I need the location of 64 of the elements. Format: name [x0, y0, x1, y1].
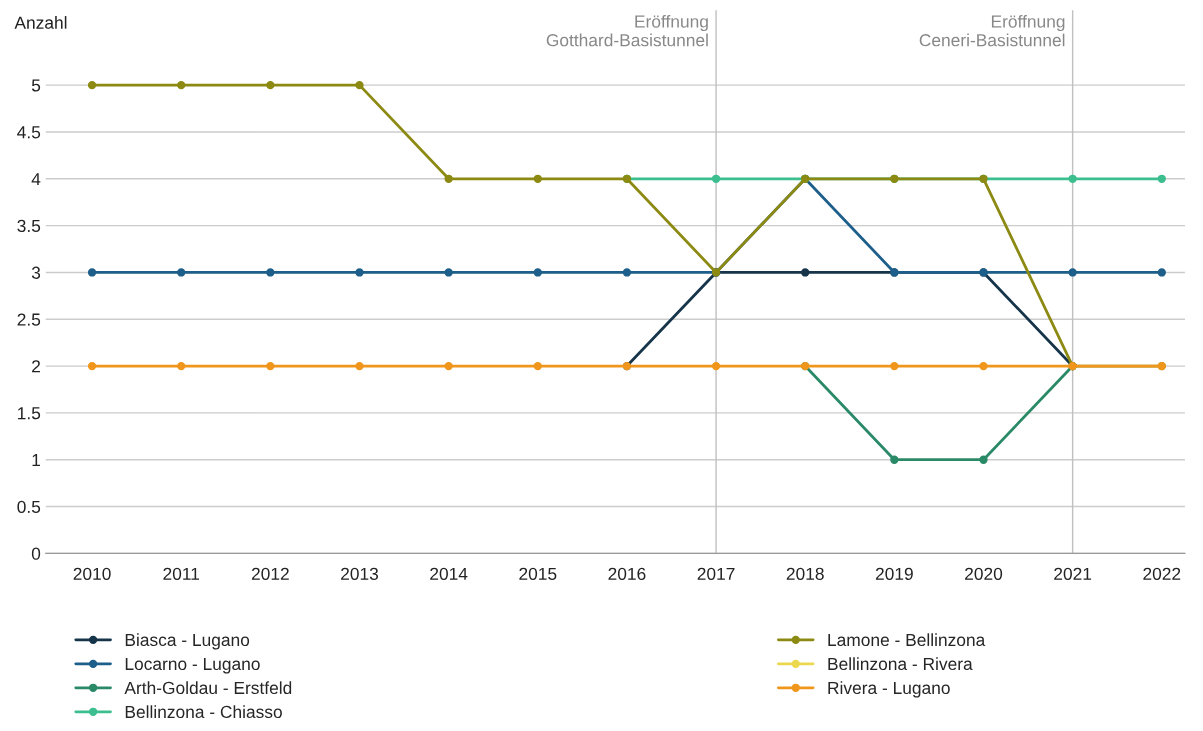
- x-tick-label: 2022: [1143, 567, 1181, 581]
- point: [1157, 268, 1166, 277]
- point: [177, 268, 186, 277]
- point: [87, 268, 97, 277]
- x-tick-label: 2011: [163, 567, 200, 581]
- legend-label: Biasca - Lugano: [125, 633, 250, 650]
- ref-line-label: Eröffnung Ceneri-Basistunnel: [919, 14, 1065, 47]
- point: [979, 361, 988, 371]
- point: [533, 174, 542, 183]
- point: [890, 455, 899, 464]
- x-tick-label: 2017: [697, 567, 735, 581]
- point: [355, 268, 364, 277]
- x-tick-label: 2014: [430, 567, 468, 581]
- legend-label: Arth-Goldau - Erstfeld: [124, 681, 292, 695]
- point: [533, 268, 542, 277]
- point: [177, 361, 186, 371]
- point: [177, 80, 186, 90]
- y-tick-label: 0.5: [17, 500, 41, 514]
- y-tick-label: 3: [31, 266, 41, 279]
- point: [801, 268, 810, 277]
- point: [355, 80, 364, 90]
- point: [355, 361, 364, 371]
- x-tick-label: 2020: [965, 567, 1003, 581]
- point: [533, 361, 542, 371]
- y-tick-label: 1: [32, 454, 41, 467]
- y-tick-label: 4: [31, 173, 41, 186]
- ref-line-label: Eröffnung Gotthard-Basistunnel: [546, 14, 708, 47]
- point: [266, 80, 275, 90]
- point: [890, 361, 899, 371]
- y-tick-label: 2: [32, 360, 40, 373]
- y-tick-label: 1.5: [18, 407, 41, 420]
- x-tick-label: 2015: [519, 567, 557, 581]
- y-tick-label: 5: [31, 79, 41, 92]
- point: [979, 455, 988, 464]
- point: [1157, 174, 1166, 183]
- legend-label: Lamone - Bellinzona: [828, 633, 986, 647]
- legend-label: Bellinzona - Chiasso: [125, 705, 282, 719]
- point: [711, 361, 721, 371]
- y-axis-title: Anzahl: [14, 16, 67, 29]
- point: [266, 268, 275, 277]
- point: [87, 80, 97, 90]
- legend-label: Bellinzona - Rivera: [828, 657, 973, 671]
- x-tick-label: 2018: [786, 567, 824, 581]
- point: [266, 361, 275, 371]
- x-tick-label: 2016: [608, 567, 646, 581]
- y-tick-label: 2.5: [17, 313, 41, 326]
- point: [444, 174, 453, 183]
- point: [87, 361, 97, 371]
- legend-label: Locarno - Lugano: [125, 657, 260, 674]
- x-tick-label: 2012: [251, 567, 289, 581]
- point: [711, 174, 721, 183]
- point: [444, 268, 453, 277]
- x-tick-label: 2010: [73, 567, 111, 581]
- x-tick-label: 2021: [1054, 567, 1092, 581]
- point: [1068, 174, 1077, 183]
- y-tick-label: 0: [31, 547, 41, 560]
- point: [444, 361, 453, 371]
- point: [622, 268, 632, 277]
- x-tick-label: 2013: [341, 567, 379, 581]
- point: [1068, 268, 1077, 277]
- y-tick-label: 4.5: [17, 126, 41, 139]
- legend-label: Rivera - Lugano: [828, 681, 950, 698]
- x-tick-label: 2019: [875, 567, 913, 581]
- y-tick-label: 3.5: [17, 219, 41, 233]
